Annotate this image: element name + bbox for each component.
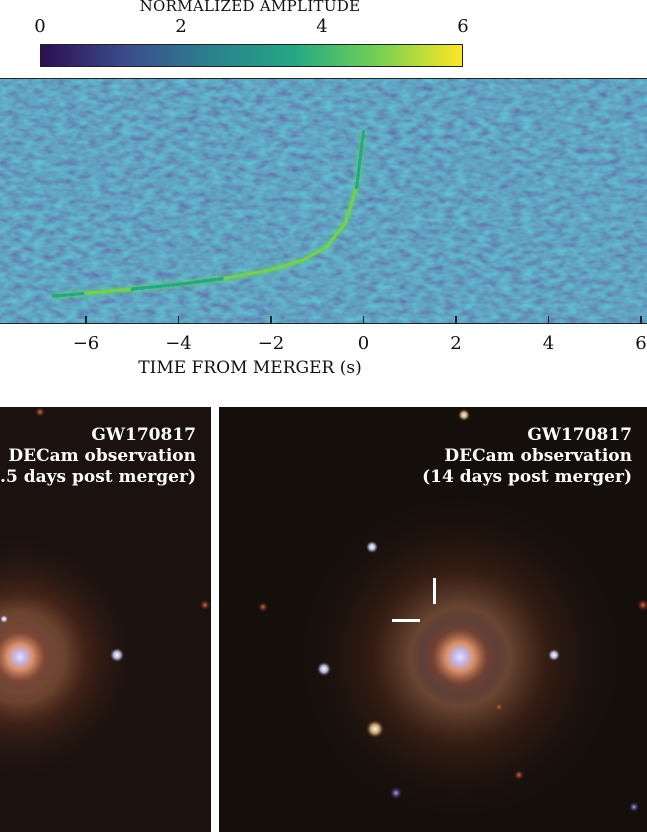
star-field-early (0, 407, 211, 832)
chirp-track (51, 129, 367, 300)
colorbar-tick-label: 0 (34, 16, 46, 37)
x-tick-label: 0 (357, 333, 370, 354)
star (0, 615, 8, 623)
colorbar-tick-label: 4 (316, 16, 328, 37)
chirp-segment (355, 129, 366, 190)
star (548, 649, 560, 661)
x-tick-mark (455, 316, 457, 323)
x-axis-label: TIME FROM MERGER (s) (138, 358, 362, 378)
x-tick-mark (547, 316, 550, 323)
chirp-segment (269, 258, 305, 272)
star (637, 599, 647, 611)
x-tick-label: 4 (542, 333, 555, 354)
star-field-late (219, 407, 647, 832)
star (495, 703, 503, 711)
colorbar (40, 44, 463, 67)
colorbar-tick-label: 2 (175, 16, 187, 37)
star (258, 602, 268, 612)
x-tick-mark (640, 316, 642, 323)
x-tick-mark (270, 316, 272, 323)
chirp-segment (84, 287, 134, 295)
x-tick-mark (85, 316, 87, 323)
transient-marker-vertical (433, 578, 436, 604)
colorbar-title: NORMALIZED AMPLITUDE (139, 0, 361, 15)
star (110, 648, 124, 662)
star (35, 407, 45, 417)
chirp-segment (301, 245, 329, 262)
x-tick-mark (362, 316, 365, 323)
decam-panel-early: GW170817 DECam observation (1.5 days pos… (0, 407, 211, 832)
decam-panel-late: GW170817 DECam observation (14 days post… (219, 407, 647, 832)
caption-late: GW170817 DECam observation (14 days post… (422, 425, 632, 487)
colorbar-tick-label: 6 (457, 16, 469, 37)
galaxy-halo (0, 537, 140, 777)
x-tick-mark (177, 316, 180, 323)
chirp-segment (130, 282, 181, 291)
galaxy-core (410, 607, 510, 707)
caption-early: GW170817 DECam observation (1.5 days pos… (0, 425, 196, 487)
x-tick-label: 2 (450, 333, 462, 354)
chirp-segment (51, 291, 88, 298)
x-tick-label: −2 (257, 333, 285, 354)
chirp-segment (176, 276, 227, 286)
star (317, 662, 331, 676)
star (390, 787, 402, 799)
star (366, 541, 378, 553)
transient-marker-horizontal (392, 619, 420, 622)
star (458, 409, 470, 421)
x-tick-label: −4 (165, 333, 192, 354)
galaxy-core (0, 612, 65, 702)
chirp-segment (223, 268, 273, 280)
chirp-segment (324, 222, 347, 249)
star (629, 802, 639, 812)
star (366, 720, 384, 738)
star (200, 600, 210, 610)
x-tick-label: 6 (635, 333, 647, 354)
spectrogram-svg (0, 79, 647, 323)
chirp-segment (343, 185, 359, 226)
x-tick-label: −6 (72, 333, 100, 354)
spectrogram-plot (0, 78, 647, 324)
spectrogram-noise (0, 79, 647, 323)
star (514, 770, 524, 780)
